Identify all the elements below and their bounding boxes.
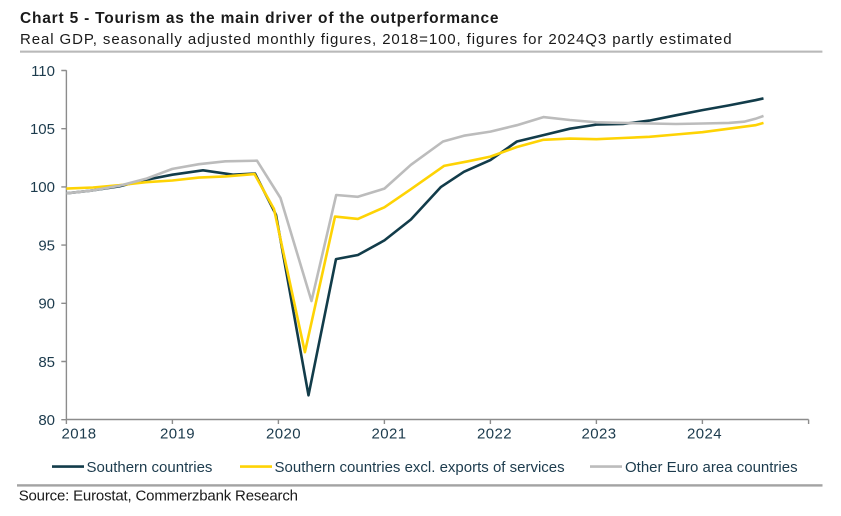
svg-text:90: 90 (38, 296, 55, 313)
svg-text:80: 80 (38, 412, 55, 429)
svg-text:Chart 5 - Tourism as the main: Chart 5 - Tourism as the main driver of … (20, 10, 499, 27)
svg-text:95: 95 (38, 237, 55, 254)
svg-text:105: 105 (30, 121, 55, 138)
svg-text:2022: 2022 (477, 426, 512, 443)
svg-text:Other Euro area countries: Other Euro area countries (625, 459, 798, 476)
svg-text:Real GDP, seasonally adjusted: Real GDP, seasonally adjusted monthly fi… (20, 31, 732, 48)
svg-text:Southern countries excl. expor: Southern countries excl. exports of serv… (275, 459, 565, 476)
svg-text:Source: Eurostat, Commerzbank: Source: Eurostat, Commerzbank Research (19, 487, 298, 504)
svg-text:2020: 2020 (266, 426, 301, 443)
svg-text:2019: 2019 (160, 426, 195, 443)
svg-text:2023: 2023 (582, 426, 617, 443)
svg-text:85: 85 (38, 354, 55, 371)
svg-text:2021: 2021 (372, 426, 407, 443)
svg-text:110: 110 (31, 63, 55, 80)
svg-text:100: 100 (30, 179, 55, 196)
svg-text:2024: 2024 (687, 426, 722, 443)
svg-text:Southern countries: Southern countries (87, 459, 213, 476)
svg-text:2018: 2018 (62, 426, 97, 443)
